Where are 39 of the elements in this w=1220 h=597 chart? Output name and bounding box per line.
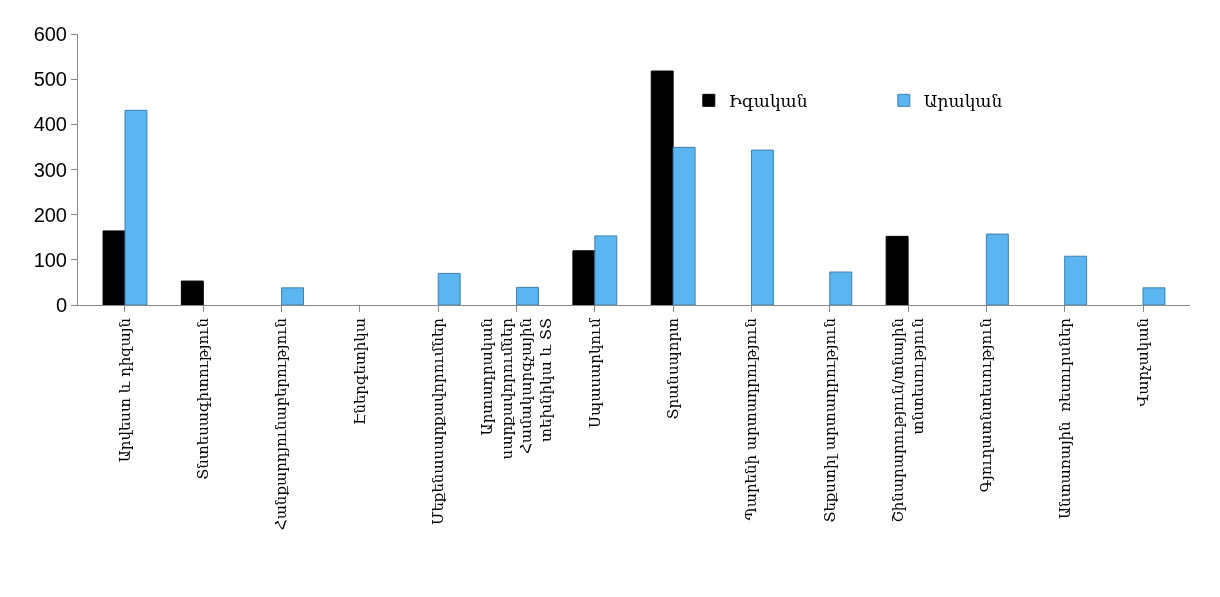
y-tick-label: 200 xyxy=(33,203,67,226)
bar xyxy=(985,233,1009,305)
y-tick-label: 600 xyxy=(33,23,67,45)
x-tick-label: Տրանսպորտ xyxy=(664,317,683,420)
bar xyxy=(1142,287,1166,305)
bar xyxy=(750,149,774,305)
bar xyxy=(102,230,126,305)
x-tick-label: Անտառային ռեսուրսներ xyxy=(1055,317,1074,520)
bar xyxy=(829,271,853,305)
x-tick-label: Մեքենասարքավորումներ xyxy=(429,317,448,526)
x-tick-label: Վարչական xyxy=(1133,317,1152,407)
bar xyxy=(672,146,696,305)
y-tick-label: 500 xyxy=(33,68,67,91)
bar xyxy=(516,286,539,305)
legend-label: Իգական xyxy=(728,90,808,111)
x-tick-label: Հանքարդյունաբերություն xyxy=(272,317,291,531)
x-tick-label: Գյուղատնտեսություն xyxy=(977,317,996,493)
y-tick-label: 300 xyxy=(33,158,67,181)
bar xyxy=(650,70,674,305)
x-tick-label: Պարենի արտադրություն xyxy=(742,317,761,521)
x-tick-label: Արվեստ և դիզայն xyxy=(115,317,134,463)
x-tick-label: Տեքստիլ արտադրություն xyxy=(820,317,839,523)
x-tick-label: Շինարարություն/տնային տնտեսություն xyxy=(889,317,927,523)
y-tick-label: 0 xyxy=(55,294,67,316)
bar xyxy=(180,280,204,305)
bar xyxy=(437,272,461,305)
y-tick-label: 100 xyxy=(33,248,67,271)
y-tick-label: 400 xyxy=(33,113,67,136)
bar xyxy=(594,235,618,305)
bar xyxy=(1064,255,1088,305)
legend-label: Արական xyxy=(923,90,1003,111)
bar xyxy=(885,235,909,305)
x-tick-label: Էներգետիկա xyxy=(350,318,369,425)
x-tick-label: Տնտեսագիտություն xyxy=(194,317,213,480)
x-tick-label: Արտադրական սարքավորումներ Համակարգչային տեխնիկա և ՏՏ xyxy=(478,317,555,460)
x-tick-label: Սպասարկում xyxy=(585,317,604,428)
bar xyxy=(281,287,305,305)
bar xyxy=(572,250,596,305)
bar xyxy=(124,109,148,305)
